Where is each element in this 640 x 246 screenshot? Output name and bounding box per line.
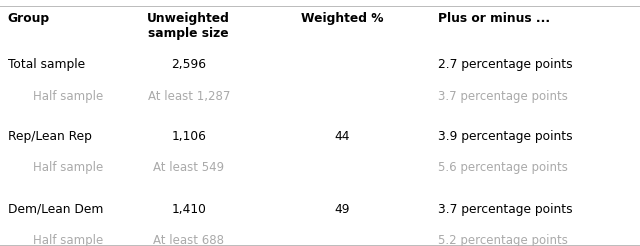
Text: Total sample: Total sample — [8, 58, 85, 71]
Text: At least 1,287: At least 1,287 — [148, 90, 230, 103]
Text: 5.6 percentage points: 5.6 percentage points — [438, 161, 568, 174]
Text: 49: 49 — [335, 203, 350, 216]
Text: 44: 44 — [335, 130, 350, 143]
Text: Rep/Lean Rep: Rep/Lean Rep — [8, 130, 92, 143]
Text: Half sample: Half sample — [33, 161, 104, 174]
Text: Plus or minus ...: Plus or minus ... — [438, 12, 550, 25]
Text: 2.7 percentage points: 2.7 percentage points — [438, 58, 573, 71]
Text: 1,106: 1,106 — [172, 130, 206, 143]
Text: Dem/Lean Dem: Dem/Lean Dem — [8, 203, 103, 216]
Text: Weighted %: Weighted % — [301, 12, 383, 25]
Text: 5.2 percentage points: 5.2 percentage points — [438, 234, 568, 246]
Text: 3.9 percentage points: 3.9 percentage points — [438, 130, 573, 143]
Text: 1,410: 1,410 — [172, 203, 206, 216]
Text: At least 688: At least 688 — [154, 234, 224, 246]
Text: 3.7 percentage points: 3.7 percentage points — [438, 203, 573, 216]
Text: 2,596: 2,596 — [172, 58, 206, 71]
Text: 3.7 percentage points: 3.7 percentage points — [438, 90, 568, 103]
Text: Unweighted
sample size: Unweighted sample size — [147, 12, 230, 40]
Text: Half sample: Half sample — [33, 234, 104, 246]
Text: Half sample: Half sample — [33, 90, 104, 103]
Text: Group: Group — [8, 12, 50, 25]
Text: At least 549: At least 549 — [153, 161, 225, 174]
